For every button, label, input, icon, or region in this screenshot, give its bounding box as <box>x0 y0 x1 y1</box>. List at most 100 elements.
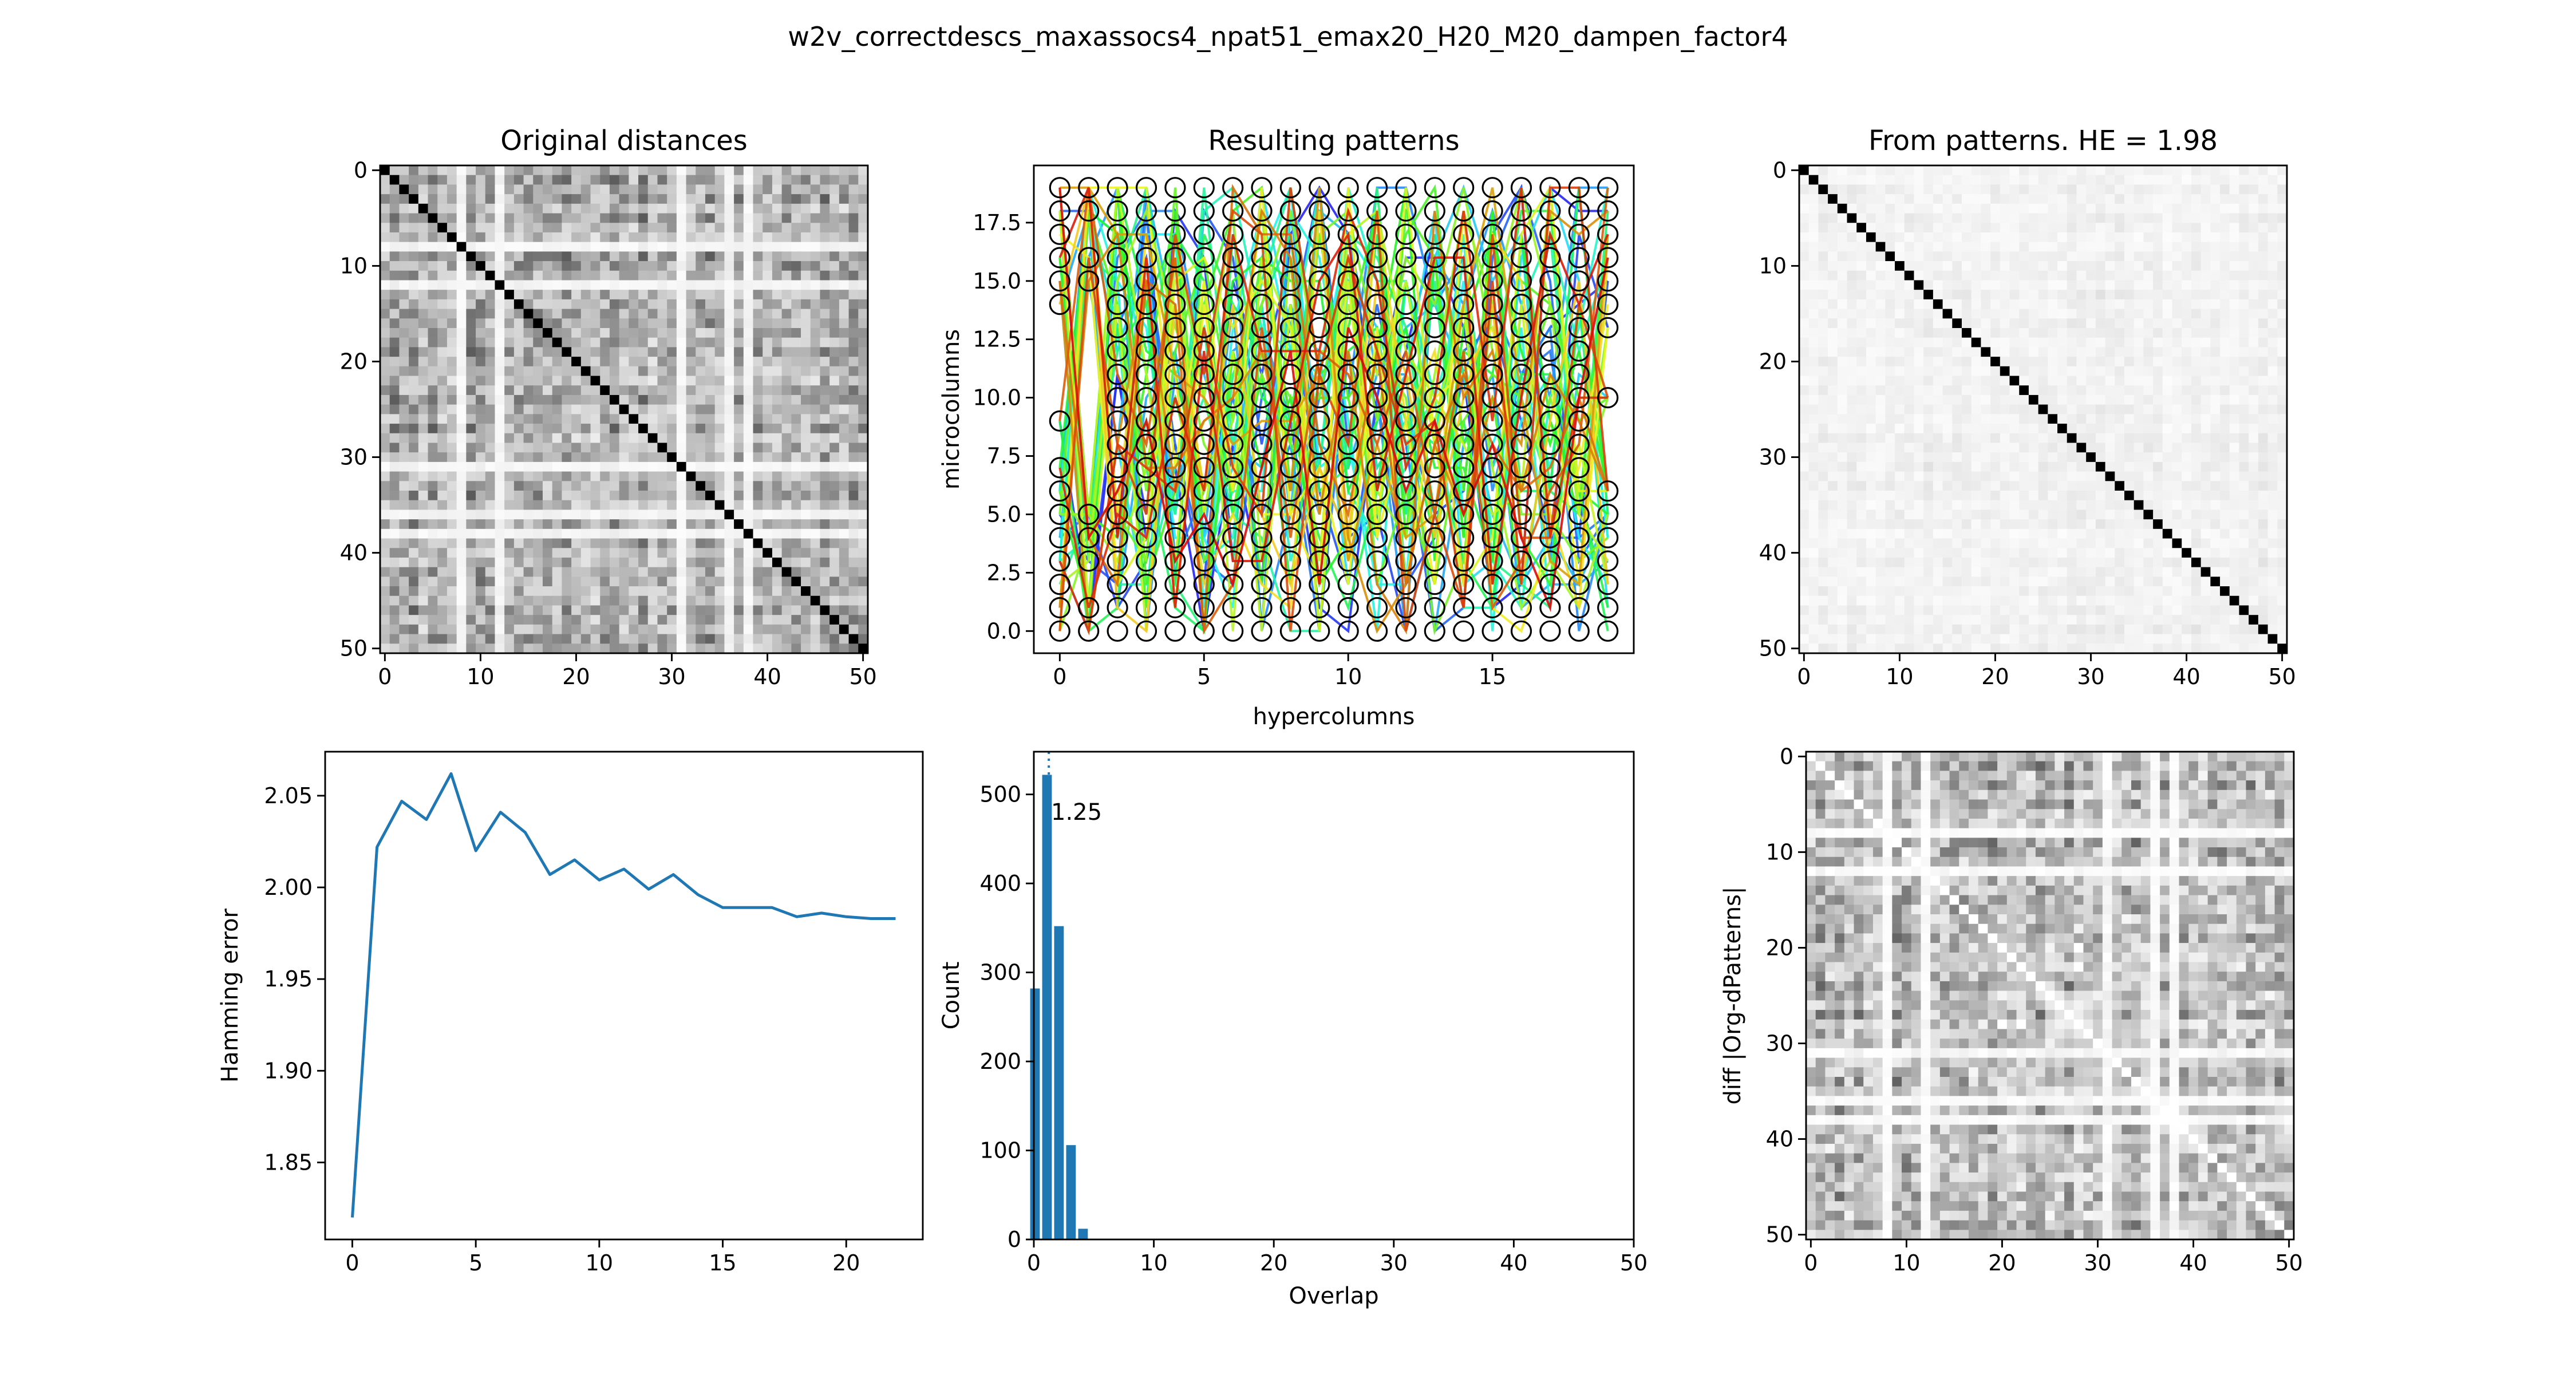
pattern-unit-marker <box>1510 550 1532 572</box>
original-cell <box>495 461 505 472</box>
original-cell <box>485 586 496 597</box>
original-cell <box>820 634 830 644</box>
from-cell <box>1962 290 1972 300</box>
original-cell <box>523 337 534 348</box>
from-cell <box>1895 318 1905 329</box>
pattern-unit-marker <box>1164 574 1186 595</box>
original-cell <box>629 242 639 252</box>
original-cell <box>580 461 591 472</box>
from-cell <box>2115 491 2125 501</box>
pattern-unit-marker <box>1453 200 1475 222</box>
original-cell <box>820 452 830 463</box>
from-cell <box>2048 491 2058 501</box>
original-cell <box>389 500 400 511</box>
original-cell <box>762 461 773 472</box>
original-cell <box>552 567 563 577</box>
original-cell <box>533 347 543 357</box>
original-cell <box>781 251 792 262</box>
from-cell <box>1866 184 1876 195</box>
pattern-unit-marker <box>1510 317 1532 338</box>
original-cell <box>724 175 734 185</box>
from-cell <box>2191 357 2202 367</box>
original-cell <box>495 309 505 319</box>
original-cell <box>657 643 667 654</box>
original-cell <box>705 223 716 233</box>
original-cell <box>743 394 754 405</box>
original-cell <box>609 519 620 530</box>
original-cell <box>456 557 467 568</box>
pattern-unit-marker <box>1309 550 1330 572</box>
original-cell <box>428 357 438 367</box>
original-cell <box>858 347 868 357</box>
original-cell <box>705 548 716 558</box>
original-cell <box>781 481 792 491</box>
from-cell <box>2115 261 2125 271</box>
original-cell <box>476 414 486 424</box>
from-cell <box>1914 385 1924 396</box>
from-cell <box>2249 385 2259 396</box>
original-cell <box>676 443 687 453</box>
from-cell <box>1866 481 1876 491</box>
original-cell <box>743 414 754 424</box>
original-cell <box>839 433 850 444</box>
from-cell <box>2067 165 2077 176</box>
original-cell <box>552 184 563 195</box>
original-cell <box>485 394 496 405</box>
original-cell <box>447 290 457 300</box>
original-cell <box>485 461 496 472</box>
from-cell <box>2172 309 2182 319</box>
from-cell <box>2086 443 2096 453</box>
original-cell <box>533 615 543 625</box>
original-cell <box>839 394 850 405</box>
original-cell <box>810 461 821 472</box>
pattern-unit-marker <box>1510 480 1532 502</box>
original-cell <box>600 433 610 444</box>
original-cell <box>580 471 591 481</box>
from-cell <box>2115 347 2125 357</box>
original-cell <box>686 309 696 319</box>
from-cell <box>1914 328 1924 338</box>
original-cell <box>437 500 448 511</box>
from-cell <box>2143 471 2154 481</box>
from-cell <box>2086 452 2096 463</box>
from-cell <box>2220 328 2230 338</box>
original-cell <box>418 519 429 530</box>
from-cell <box>1847 404 1857 414</box>
original-cell <box>667 634 677 644</box>
original-cell <box>829 309 840 319</box>
original-heatmap <box>380 165 868 654</box>
from-cell <box>2038 424 2048 434</box>
original-cell <box>447 385 457 396</box>
from-cell <box>1923 184 1934 195</box>
from-cell <box>1866 385 1876 396</box>
from-cell <box>2124 280 2135 290</box>
original-cell <box>801 471 811 481</box>
original-cell <box>533 309 543 319</box>
from-cell <box>1962 232 1972 243</box>
from-cell <box>2019 318 2029 329</box>
from-cell <box>1808 443 1819 453</box>
from-cell <box>1904 452 1915 463</box>
from-cell <box>2048 357 2058 367</box>
original-cell <box>657 471 667 481</box>
pattern-unit-marker <box>1078 620 1100 642</box>
original-cell <box>600 519 610 530</box>
original-cell <box>696 385 706 396</box>
from-cell <box>1923 376 1934 386</box>
pattern-unit-marker <box>1279 364 1301 385</box>
from-cell <box>2057 510 2068 520</box>
from-cell <box>1952 385 1962 396</box>
original-cell <box>657 481 667 491</box>
from-cell <box>1942 414 1953 424</box>
pattern-unit-marker <box>1279 550 1301 572</box>
original-cell <box>476 299 486 310</box>
original-cell <box>418 175 429 185</box>
original-cell <box>504 290 515 300</box>
pattern-unit-marker <box>1481 550 1503 572</box>
from-cell <box>1914 519 1924 530</box>
from-cell <box>1818 290 1828 300</box>
from-cell <box>2277 394 2287 405</box>
from-cell <box>2162 414 2173 424</box>
original-cell <box>629 643 639 654</box>
pattern-unit-marker <box>1164 177 1186 199</box>
